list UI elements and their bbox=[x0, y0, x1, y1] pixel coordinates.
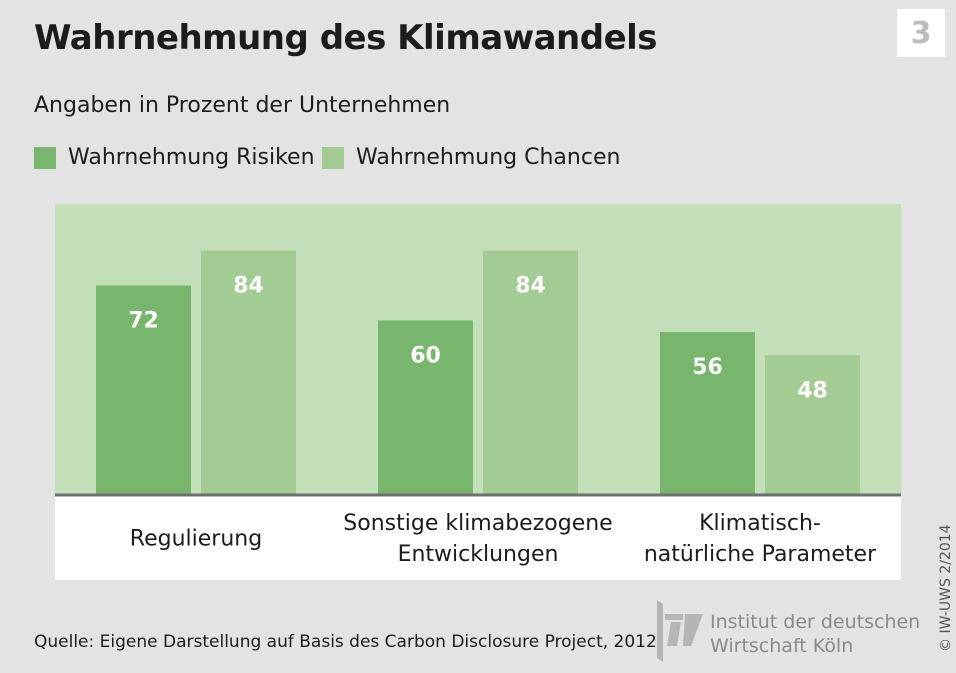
bar-chancen-2 bbox=[483, 250, 578, 495]
logo-text-line-2: Wirtschaft Köln bbox=[710, 635, 854, 657]
bar-risiken-2 bbox=[378, 320, 473, 495]
data-label-risiken-1: 72 bbox=[128, 308, 159, 333]
bar-chancen-1 bbox=[201, 250, 296, 495]
bar-risiken-1 bbox=[96, 285, 191, 495]
legend-item-chancen: Wahrnehmung Chancen bbox=[322, 145, 620, 170]
legend-label-risiken: Wahrnehmung Risiken bbox=[68, 145, 315, 170]
chart-subtitle: Angaben in Prozent der Unternehmen bbox=[34, 93, 451, 118]
category-label-3-line-2: natürliche Parameter bbox=[644, 542, 877, 567]
figure-number-badge: 3 bbox=[897, 9, 945, 57]
category-label-3-line-1: Klimatisch- bbox=[699, 511, 821, 536]
data-label-chancen-3: 48 bbox=[797, 378, 828, 403]
legend-swatch-risiken bbox=[34, 146, 56, 169]
data-label-chancen-2: 84 bbox=[515, 274, 546, 299]
chart-title: Wahrnehmung des Klimawandels bbox=[34, 18, 658, 58]
bar-risiken-3 bbox=[660, 332, 755, 495]
legend-item-risiken: Wahrnehmung Risiken bbox=[34, 145, 315, 170]
category-label-2-line-2: Entwicklungen bbox=[398, 542, 559, 567]
logo-text: Institut der deutschen Wirtschaft Köln bbox=[710, 610, 920, 658]
legend-swatch-chancen bbox=[322, 146, 344, 169]
data-label-chancen-1: 84 bbox=[233, 274, 264, 299]
plot-background bbox=[55, 204, 901, 495]
data-label-risiken-2: 60 bbox=[410, 343, 441, 368]
logo-text-line-1: Institut der deutschen bbox=[710, 611, 921, 633]
category-label-1-line-1: Regulierung bbox=[130, 527, 262, 552]
copyright-note: © IW-UWS 2/2014 bbox=[938, 524, 954, 652]
source-note: Quelle: Eigene Darstellung auf Basis des… bbox=[34, 632, 657, 652]
iw-logo-icon bbox=[657, 600, 703, 662]
category-label-2-line-1: Sonstige klimabezogene bbox=[343, 511, 612, 536]
category-label-area bbox=[55, 495, 901, 580]
data-label-risiken-3: 56 bbox=[692, 355, 723, 380]
legend-label-chancen: Wahrnehmung Chancen bbox=[356, 145, 621, 170]
bar-chancen-3 bbox=[765, 355, 860, 495]
